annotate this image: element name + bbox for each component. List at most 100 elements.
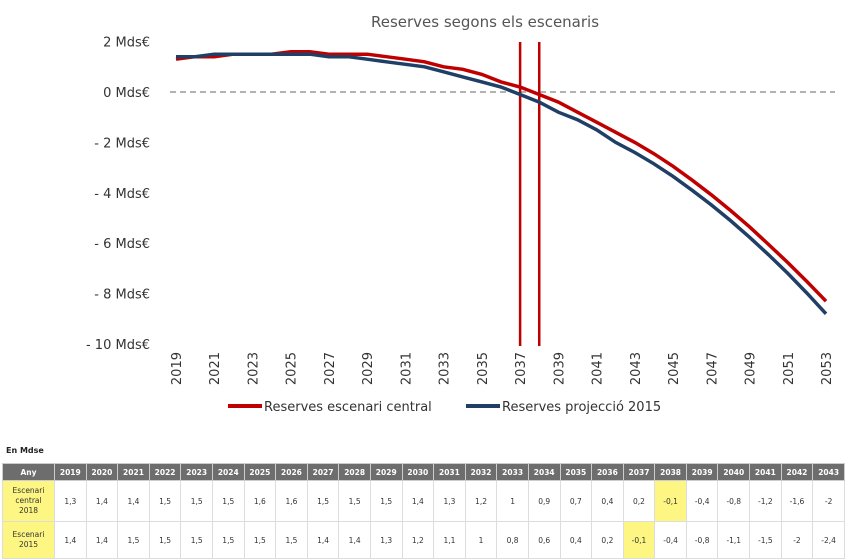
header-year: 2034 [527,463,561,481]
header-year: 2041 [749,463,782,481]
header-year: 2038 [654,463,687,481]
table-cell: -1,2 [749,480,782,522]
y-tick-label: 2 Mds€ [103,36,150,51]
table-cell: 1,5 [338,480,371,522]
table-cell: -1,5 [749,521,782,559]
row-label-line: Escenari [12,486,45,495]
header-year: 2039 [685,463,719,481]
y-tick-label: - 8 Mds€ [94,288,150,303]
table-cell: 1 [464,521,498,559]
y-tick-label: - 10 Mds€ [86,338,150,353]
header-year: 2040 [717,463,751,481]
table-cell: 1 [496,480,529,522]
table-row: Escenari 2015 1,4 1,4 1,5 1,5 1,5 1,5 1,5 1,5 1,4 1… [2,521,845,559]
legend: Reserves escenari central Reserves proje… [228,400,661,415]
table-cell: 1,4 [85,480,119,522]
table-cell: 1,5 [180,521,213,559]
table-cell: 0,8 [496,521,529,559]
y-tick-label: - 6 Mds€ [94,237,150,252]
x-tick-label: 2043 [629,352,644,385]
row-label-line: Escenari [12,530,45,539]
x-tick-label: 2021 [208,352,223,385]
table-cell: -0,4 [685,480,719,522]
header-year: 2031 [433,463,466,481]
table-cell: 1,5 [211,480,245,522]
header-year: 2023 [180,463,213,481]
header-year: 2022 [148,463,182,481]
table-cell: 1,5 [369,480,403,522]
table-cell: 1,3 [369,521,403,559]
table-cell: 1,3 [433,480,466,522]
table-cell: -2 [812,480,845,522]
table-cell: 1,5 [148,521,182,559]
legend-label-central: Reserves escenari central [264,400,432,415]
table-cell: 0,9 [527,480,561,522]
table-cell: 0,6 [527,521,561,559]
table-cell: 1,6 [243,480,277,522]
table-row: Escenari central 2018 1,3 1,4 1,4 1,5 1,5 1,5 1,6… [2,480,845,522]
table-cell: 1,3 [54,480,87,522]
table-cell: -0,1 [654,480,687,522]
header-year: 2030 [401,463,435,481]
x-tick-label: 2031 [399,352,414,385]
header-year: 2021 [117,463,150,481]
header-year: 2037 [622,463,656,481]
legend-label-projection: Reserves projecció 2015 [502,400,661,415]
table-cell: -0,8 [717,480,751,522]
chart-title: Reserves segons els escenaris [371,13,599,31]
y-tick-label: 0 Mds€ [103,86,150,101]
x-tick-label: 2053 [820,352,835,385]
header-any: Any [2,463,55,481]
table-cell: -0,8 [685,521,719,559]
table-cell: 1,4 [306,521,340,559]
table-cell: 1,4 [338,521,371,559]
table-cell: 1,4 [117,480,150,522]
y-tick-label: - 4 Mds€ [94,187,150,202]
table-cell: 1,5 [117,521,150,559]
x-tick-label: 2045 [667,352,682,385]
reserves-chart: Reserves segons els escenaris 2 Mds€ 0 Md… [86,13,835,415]
row-label: Escenari central 2018 [2,480,55,522]
series-line-0 [175,49,828,303]
x-tick-label: 2049 [744,352,759,385]
header-year: 2043 [812,463,845,481]
header-year: 2032 [464,463,498,481]
header-year: 2029 [369,463,403,481]
table-cell: 1,4 [401,480,435,522]
header-year: 2035 [559,463,593,481]
header-year: 2024 [211,463,245,481]
x-tick-label: 2033 [438,352,453,385]
header-year: 2036 [591,463,624,481]
x-tick-label: 2037 [514,352,529,385]
table-cell: 1,5 [275,521,308,559]
x-tick-label: 2041 [591,352,606,385]
x-tick-label: 2025 [285,352,300,385]
table-cell: 1,2 [401,521,435,559]
table-cell: 0,7 [559,480,593,522]
table-cell: -1,6 [780,480,814,522]
x-tick-label: 2027 [323,352,338,385]
row-label-line: central [15,496,42,505]
table-cell: 1,5 [148,480,182,522]
table-cell: 1,5 [306,480,340,522]
row-label-line: 2015 [18,540,39,549]
x-tick-label: 2051 [782,352,797,385]
y-tick-label: - 2 Mds€ [94,136,150,151]
x-tick-label: 2019 [170,352,185,385]
table-cell: 1,4 [54,521,87,559]
x-tick-label: 2047 [705,352,720,385]
header-year: 2027 [306,463,340,481]
table-cell: 0,2 [622,480,656,522]
table-cell: 0,4 [591,480,624,522]
table-unit: En Mdse [6,446,44,455]
table-cell: 0,4 [559,521,593,559]
table-cell: 1,4 [85,521,119,559]
series-line-1 [176,52,828,315]
table-cell: -0,4 [654,521,687,559]
header-year: 2025 [243,463,277,481]
table-cell: -2 [780,521,814,559]
x-tick-label: 2039 [552,352,567,385]
table-cell: -2,4 [812,521,845,559]
table-cell: 0,2 [591,521,624,559]
header-year: 2033 [496,463,529,481]
